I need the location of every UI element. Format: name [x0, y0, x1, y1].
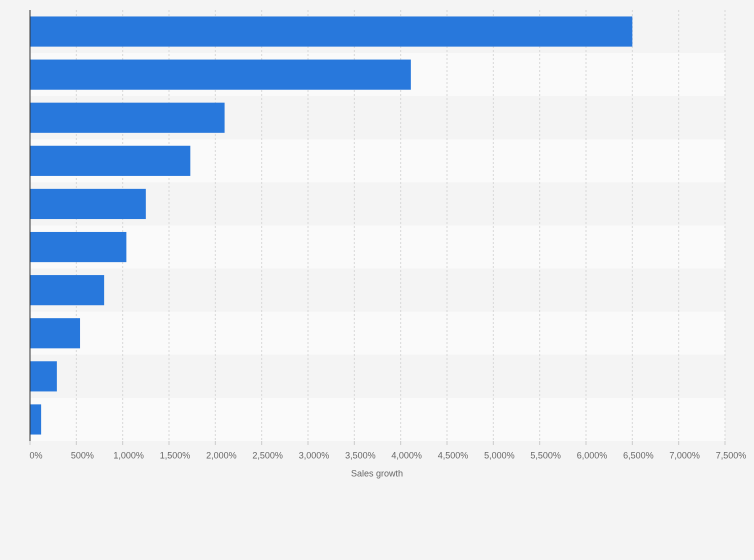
x-tick-label: 0%	[29, 450, 42, 460]
x-tick-label: 4,500%	[438, 450, 469, 460]
row-band	[30, 225, 725, 269]
x-tick-label: 1,000%	[113, 450, 144, 460]
x-tick-label: 500%	[71, 450, 94, 460]
x-tick-label: 3,000%	[299, 450, 330, 460]
row-band	[30, 268, 725, 312]
bar	[30, 361, 57, 392]
x-tick-label: 7,000%	[669, 450, 700, 460]
bar	[30, 231, 127, 263]
row-band	[30, 311, 725, 355]
x-tick-label: 7,500%	[716, 450, 747, 460]
x-tick-label: 3,500%	[345, 450, 376, 460]
x-axis-label: Sales growth	[351, 468, 403, 478]
bar	[30, 16, 633, 47]
bar	[30, 404, 42, 435]
x-tick-label: 6,000%	[577, 450, 608, 460]
bar	[30, 145, 191, 176]
x-tick-label: 1,500%	[160, 450, 191, 460]
x-tick-label: 5,500%	[530, 450, 561, 460]
bar	[30, 318, 81, 349]
x-tick-label: 2,500%	[252, 450, 283, 460]
bar	[30, 59, 411, 90]
row-band	[30, 397, 725, 441]
x-tick-label: 4,000%	[391, 450, 422, 460]
bar	[30, 275, 105, 306]
x-tick-label: 6,500%	[623, 450, 654, 460]
row-band	[30, 354, 725, 398]
x-tick-label: 5,000%	[484, 450, 515, 460]
bar	[30, 102, 225, 133]
bar	[30, 188, 146, 220]
x-tick-label: 2,000%	[206, 450, 237, 460]
